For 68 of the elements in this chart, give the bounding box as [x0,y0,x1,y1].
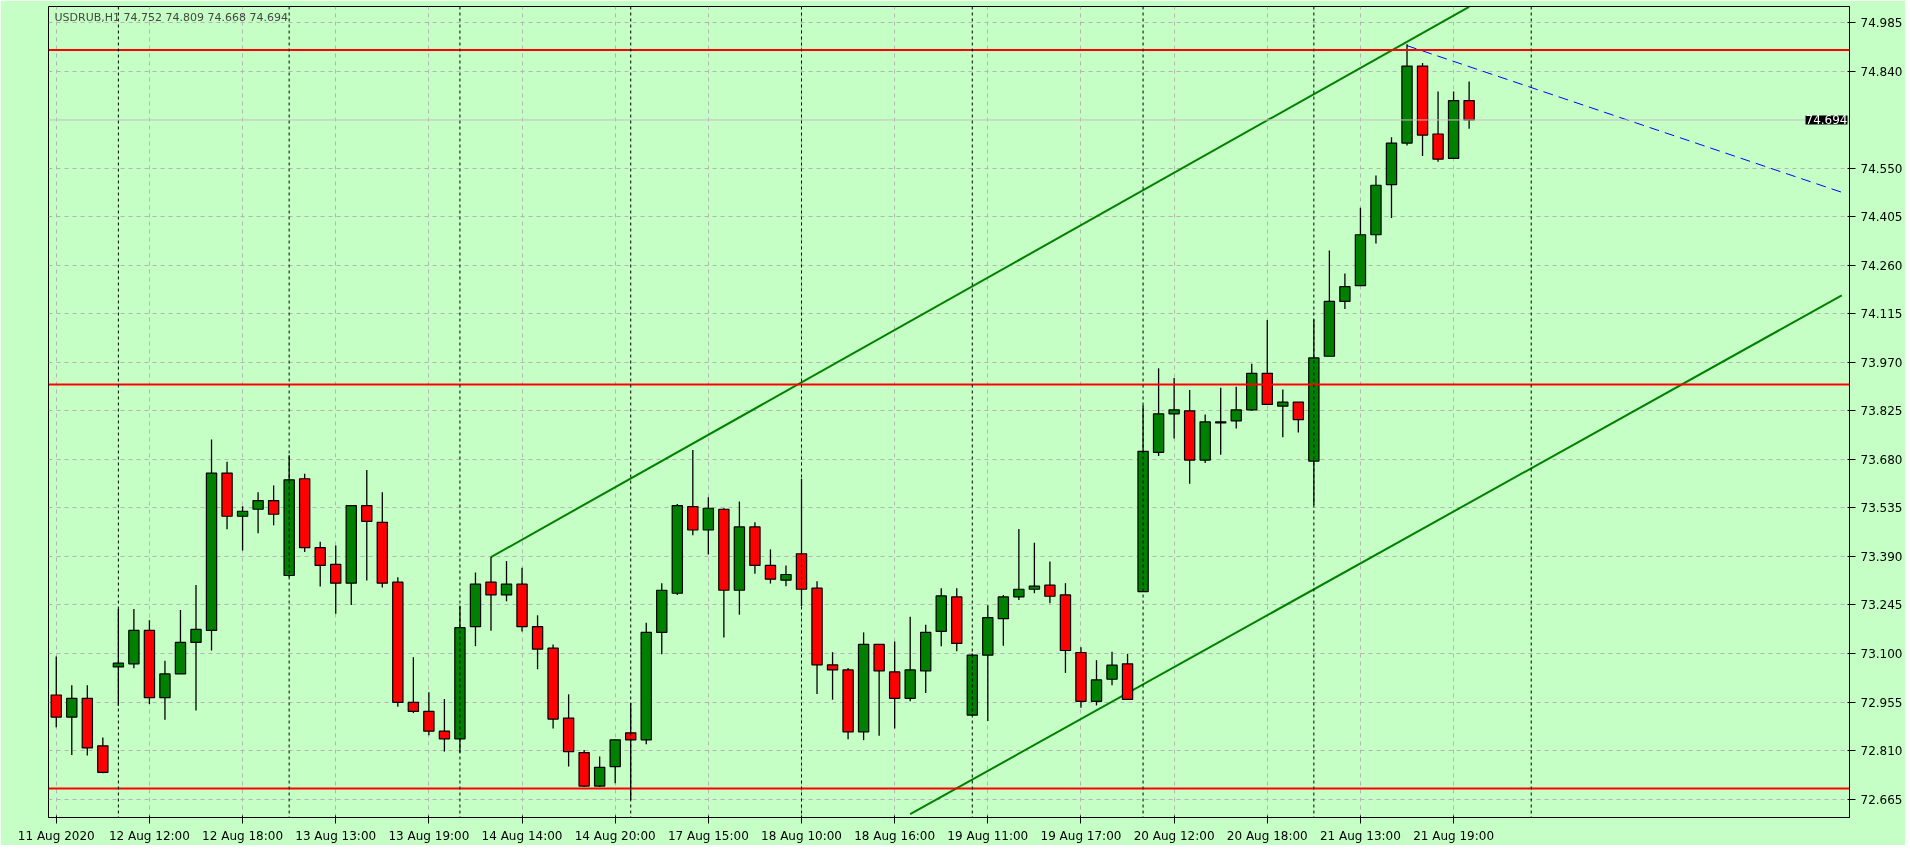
y-tick-label: 73.100 [1860,646,1903,661]
x-tick-label: 14 Aug 20:00 [574,828,656,843]
candlestick [423,691,435,736]
candlestick [1214,387,1227,456]
candlestick [485,556,497,632]
candlestick [159,660,171,721]
y-tick-label: 72.665 [1860,792,1903,807]
candlestick [361,469,373,582]
x-tick-label: 12 Aug 18:00 [202,828,284,843]
candlestick [267,484,280,526]
x-tick-label: 11 Aug 2020 [17,828,95,843]
candlestick [438,698,451,753]
candlestick [1106,651,1118,686]
candlestick [1339,272,1351,310]
chart-title: USDRUB,H1 74.752 74.809 74.668 74.694 [54,10,288,24]
candlestick [66,684,78,756]
x-tick-label: 21 Aug 13:00 [1319,828,1401,843]
candlestick [1044,560,1056,604]
x-tick-label: 14 Aug 14:00 [481,828,563,843]
x-tick-label: 18 Aug 10:00 [761,828,842,843]
candlestick [593,755,606,788]
candlestick [500,560,513,602]
y-tick-label: 73.970 [1860,355,1903,370]
candlestick [1090,659,1103,707]
y-tick-label: 74.550 [1860,161,1903,176]
candlestick [1463,80,1475,130]
y-tick-label: 73.245 [1860,598,1903,613]
x-tick-label: 20 Aug 18:00 [1226,828,1308,843]
candlestick [1277,388,1289,438]
candlestick [997,594,1010,647]
candlestick [1013,528,1025,601]
y-tick-label: 72.955 [1860,695,1903,710]
y-tick-label: 74.115 [1860,307,1903,322]
y-tick-label: 73.535 [1860,501,1903,516]
candlestick [236,505,249,552]
candlestick [531,614,544,670]
x-tick-label: 21 Aug 19:00 [1413,828,1495,843]
x-tick-label: 13 Aug 13:00 [295,828,377,843]
candlestick [1028,542,1041,594]
candlestick [764,548,777,585]
x-tick-label: 18 Aug 16:00 [854,828,936,843]
candlestick [407,656,420,714]
candlestick [1292,401,1305,434]
candlestick [702,496,715,556]
candlestick [190,584,202,712]
y-tick-label: 74.260 [1860,258,1903,273]
candlestick [330,544,342,615]
y-tick-label: 74.405 [1860,210,1903,225]
x-tick-label: 13 Aug 19:00 [388,828,470,843]
y-tick-label: 72.810 [1860,744,1903,759]
candlestick [687,449,699,536]
candlestick [1230,386,1242,430]
x-tick-label: 19 Aug 11:00 [947,828,1029,843]
x-tick-label: 12 Aug 12:00 [108,828,190,843]
y-tick-label: 73.390 [1860,549,1903,564]
x-tick-label: 20 Aug 12:00 [1133,828,1215,843]
candlestick [314,541,326,588]
x-tick-label: 17 Aug 15:00 [667,828,749,843]
x-tick-label: 19 Aug 17:00 [1040,828,1122,843]
y-tick-label: 73.680 [1860,452,1903,467]
ref-line-label: 74.694 [1805,113,1848,128]
candlestick [252,491,264,534]
y-tick-label: 74.985 [1860,16,1903,31]
candlestick [780,564,792,587]
candlestick [826,651,839,701]
y-tick-label: 74.840 [1860,64,1903,79]
y-tick-label: 73.825 [1860,404,1903,419]
candlestick [1168,377,1180,440]
